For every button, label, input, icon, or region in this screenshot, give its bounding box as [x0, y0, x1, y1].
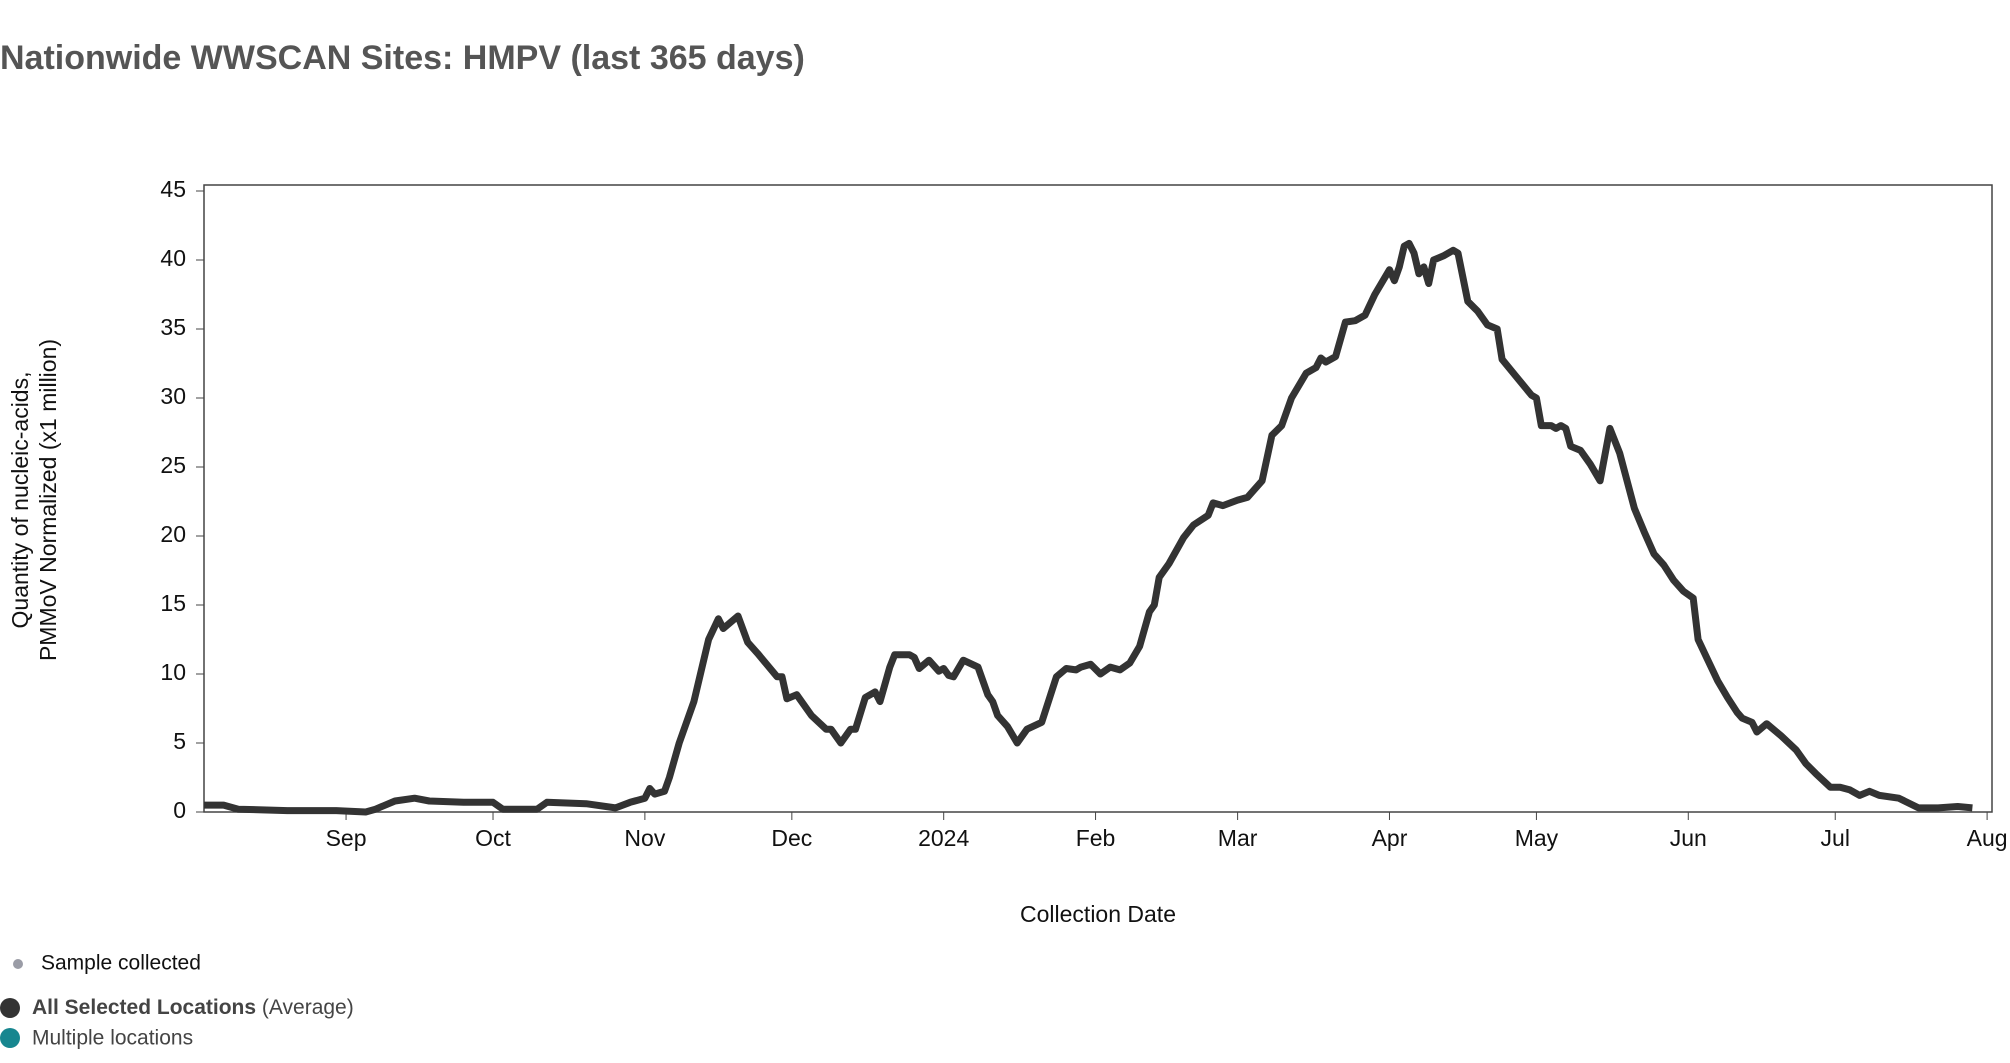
y-tick-label: 35	[160, 314, 186, 340]
legend-note: (Average)	[262, 996, 354, 1019]
legend-dot	[0, 998, 20, 1018]
y-axis-title: Quantity of nucleic-acids,	[7, 372, 33, 629]
y-tick-label: 45	[160, 176, 186, 202]
legend-dot	[0, 1028, 20, 1048]
x-tick-label: Mar	[1218, 825, 1258, 851]
y-tick-label: 30	[160, 383, 186, 409]
y-tick-label: 25	[160, 452, 186, 478]
x-axis-title: Collection Date	[1020, 901, 1176, 927]
x-tick-label: 2024	[918, 825, 969, 851]
x-tick-label: Dec	[771, 825, 812, 851]
y-tick-label: 40	[160, 245, 186, 271]
legend-label: Multiple locations	[32, 1027, 193, 1050]
legend-name: All Selected Locations	[32, 996, 256, 1019]
y-axis-title: PMMoV Normalized (x1 million)	[35, 339, 61, 661]
y-tick-label: 0	[173, 797, 186, 823]
x-tick-label: Oct	[475, 825, 511, 851]
x-tick-label: Sep	[326, 825, 367, 851]
y-tick-label: 5	[173, 728, 186, 754]
y-tick-label: 20	[160, 521, 186, 547]
data-line	[204, 239, 1973, 816]
legend-label: All Selected Locations (Average)	[32, 996, 354, 1019]
x-tick-label: Aug	[1967, 825, 2008, 851]
x-tick-label: Feb	[1076, 825, 1116, 851]
x-tick-label: Nov	[624, 825, 665, 851]
legend-label: Sample collected	[41, 952, 201, 975]
x-tick-label: May	[1515, 825, 1559, 851]
chart-title: Nationwide WWSCAN Sites: HMPV (last 365 …	[0, 39, 805, 77]
x-tick-label: Apr	[1372, 825, 1408, 851]
y-tick-label: 15	[160, 590, 186, 616]
x-tick-label: Jul	[1821, 825, 1850, 851]
x-tick-label: Jun	[1670, 825, 1707, 851]
legend-dot	[13, 959, 23, 969]
y-tick-label: 10	[160, 659, 186, 685]
plot-frame	[203, 184, 1993, 813]
